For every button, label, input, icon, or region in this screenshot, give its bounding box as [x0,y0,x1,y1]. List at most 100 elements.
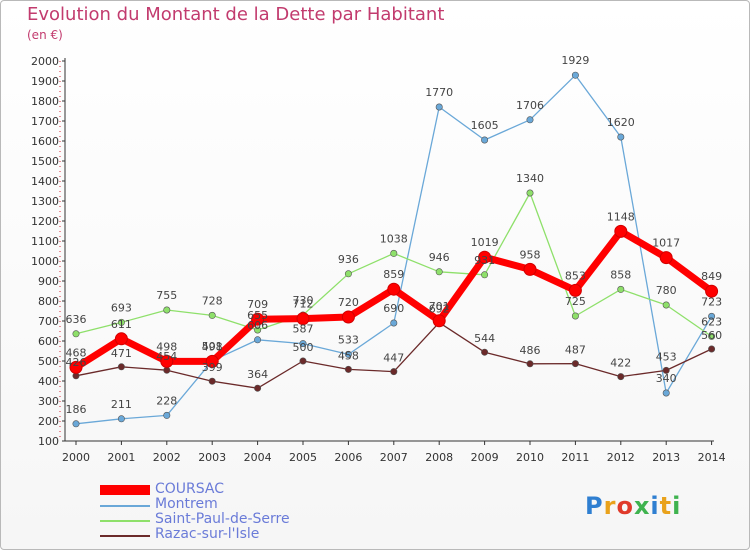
x-tick-label: 2005 [289,451,317,464]
data-label: 849 [701,270,722,283]
data-label: 720 [338,296,359,309]
logo-letter: t [659,492,673,520]
legend-swatch [100,520,150,522]
data-point [160,354,174,368]
data-point [662,389,670,397]
data-label: 712 [293,298,314,311]
data-label: 458 [338,349,359,362]
data-label: 859 [383,268,404,281]
x-tick-label: 2008 [425,451,453,464]
x-tick-label: 2011 [561,451,589,464]
y-tick-label: 900 [38,275,59,288]
y-tick-label: 800 [38,295,59,308]
data-label: 587 [293,323,314,336]
x-tick-label: 2012 [607,451,635,464]
data-label: 858 [610,268,631,281]
data-point [617,133,625,141]
y-tick-label: 400 [38,375,59,388]
data-label: 500 [293,341,314,354]
data-label: 471 [111,347,132,360]
data-point [662,366,670,374]
y-tick-label: 1700 [31,115,59,128]
y-tick-label: 1900 [31,75,59,88]
data-point [617,285,625,293]
data-point [344,270,352,278]
chart-title: Evolution du Montant de la Dette par Hab… [27,4,445,25]
logo-letter: P [585,492,604,520]
data-label: 426 [66,356,87,369]
logo-letter: i [650,492,660,520]
chart-unit: (en €) [27,28,63,42]
x-tick-label: 2000 [62,451,90,464]
y-tick-label: 100 [38,435,59,448]
data-label: 693 [111,301,132,314]
y-tick-label: 1300 [31,195,59,208]
x-tick-label: 2001 [107,451,135,464]
data-label: 498 [156,340,177,353]
legend-swatch [100,505,150,507]
data-label: 692 [429,303,450,316]
data-point [387,282,401,296]
data-point [526,116,534,124]
data-point [435,103,443,111]
legend-label: Razac-sur-l'Isle [155,526,260,542]
data-label: 780 [656,284,677,297]
data-point [708,345,716,353]
data-label: 730 [293,294,314,307]
data-point [72,420,80,428]
data-label: 399 [202,361,223,374]
data-label: 453 [656,350,677,363]
data-label: 422 [610,357,631,370]
data-label: 533 [338,333,359,346]
y-tick-label: 1200 [31,215,59,228]
data-label: 211 [111,398,132,411]
data-point [163,411,171,419]
data-point [69,360,83,374]
data-label: 723 [701,295,722,308]
logo-letter: o [616,492,634,520]
data-label: 501 [202,340,223,353]
y-tick-label: 500 [38,355,59,368]
data-label: 468 [66,346,87,359]
data-label: 487 [565,344,586,357]
legend-label: Saint-Paul-de-Serre [155,511,290,527]
data-point [523,262,537,276]
data-point [344,365,352,373]
data-label: 728 [202,294,223,307]
data-point [571,71,579,79]
data-label: 1340 [516,172,544,185]
data-point [117,318,125,326]
data-point [205,354,219,368]
data-point [614,224,628,238]
data-point [705,284,719,298]
data-label: 606 [247,319,268,332]
x-tick-label: 2010 [516,451,544,464]
y-tick-label: 1600 [31,135,59,148]
data-label: 1038 [380,232,408,245]
data-point [299,340,307,348]
data-point [163,306,171,314]
data-point [435,268,443,276]
data-point [568,283,582,297]
data-label: 1605 [471,119,499,132]
data-label: 186 [66,403,87,416]
y-tick-label: 1400 [31,175,59,188]
data-label: 486 [520,344,541,357]
data-label: 623 [701,315,722,328]
y-tick-label: 1000 [31,255,59,268]
data-point [708,332,716,340]
x-tick-label: 2007 [380,451,408,464]
data-point [571,360,579,368]
x-tick-label: 2002 [153,451,181,464]
data-label: 725 [565,295,586,308]
data-point [390,319,398,327]
data-point [344,350,352,358]
data-label: 1017 [652,237,680,250]
data-point [114,332,128,346]
data-point [390,249,398,257]
data-label: 1148 [607,210,635,223]
proxiti-logo: Proxiti [585,492,681,520]
data-label: 709 [247,298,268,311]
data-label: 636 [66,313,87,326]
